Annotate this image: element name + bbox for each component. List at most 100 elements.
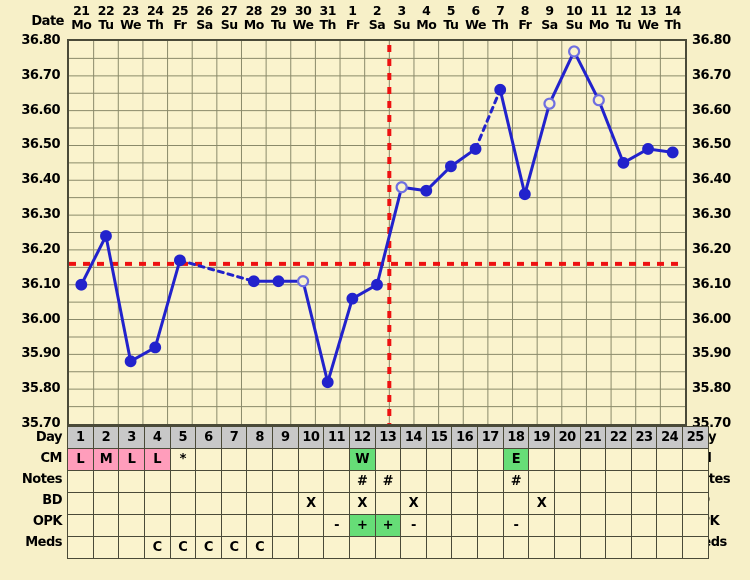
cell-meds[interactable] — [92, 536, 120, 559]
cell-cm[interactable] — [630, 448, 658, 471]
cell-notes[interactable] — [579, 470, 607, 493]
cell-notes[interactable]: # — [348, 470, 376, 493]
cell-bd[interactable] — [630, 492, 658, 515]
cell-cm[interactable] — [272, 448, 299, 471]
cell-cm[interactable] — [579, 448, 607, 471]
cell-opk[interactable] — [682, 514, 709, 537]
cell-bd[interactable] — [272, 492, 299, 515]
cell-opk[interactable] — [451, 514, 478, 537]
cell-cm[interactable]: L — [67, 448, 94, 471]
cell-cm[interactable] — [246, 448, 273, 471]
cell-bd[interactable] — [92, 492, 120, 515]
temperature-point[interactable] — [469, 143, 482, 155]
cell-opk[interactable]: - — [502, 514, 530, 537]
cell-opk[interactable]: + — [348, 514, 376, 537]
cell-day[interactable]: 24 — [656, 426, 683, 449]
cell-notes[interactable] — [323, 470, 350, 493]
cell-day[interactable]: 15 — [425, 426, 453, 449]
temperature-point[interactable] — [173, 254, 186, 267]
cell-meds[interactable] — [656, 536, 683, 559]
cell-opk[interactable] — [67, 514, 94, 537]
temperature-point[interactable] — [346, 292, 359, 305]
temperature-point[interactable] — [494, 83, 507, 96]
cell-meds[interactable] — [348, 536, 376, 559]
cell-meds[interactable] — [579, 536, 607, 559]
cell-opk[interactable] — [118, 514, 145, 537]
cell-opk[interactable] — [272, 514, 299, 537]
temperature-point[interactable] — [518, 188, 531, 201]
temperature-point[interactable] — [247, 275, 260, 288]
cell-opk[interactable]: - — [323, 514, 350, 537]
temperature-point[interactable] — [445, 160, 457, 173]
temperature-plot[interactable] — [67, 39, 687, 426]
cell-cm[interactable] — [605, 448, 632, 471]
cell-notes[interactable] — [400, 470, 427, 493]
temperature-point-open[interactable] — [568, 45, 581, 58]
cell-cm[interactable] — [323, 448, 350, 471]
cell-cm[interactable] — [195, 448, 222, 471]
cell-opk[interactable] — [630, 514, 658, 537]
cell-opk[interactable] — [528, 514, 555, 537]
cell-meds[interactable] — [451, 536, 478, 559]
cell-notes[interactable] — [425, 470, 453, 493]
cell-bd[interactable] — [323, 492, 350, 515]
cell-day[interactable]: 3 — [118, 426, 145, 449]
cell-meds[interactable] — [477, 536, 504, 559]
cell-opk[interactable] — [246, 514, 273, 537]
temperature-point-open[interactable] — [543, 97, 556, 110]
cell-day[interactable]: 2 — [92, 426, 120, 449]
cell-day[interactable]: 14 — [400, 426, 427, 449]
cell-meds[interactable] — [297, 536, 325, 559]
temperature-point[interactable] — [642, 143, 654, 155]
cell-bd[interactable] — [67, 492, 94, 515]
cell-day[interactable]: 21 — [579, 426, 607, 449]
cell-meds[interactable]: C — [195, 536, 222, 559]
temperature-point-open[interactable] — [296, 275, 310, 288]
cell-notes[interactable] — [451, 470, 478, 493]
cell-day[interactable]: 7 — [220, 426, 248, 449]
cell-meds[interactable] — [374, 536, 402, 559]
cell-notes[interactable] — [195, 470, 222, 493]
cell-day[interactable]: 6 — [195, 426, 222, 449]
cell-notes[interactable] — [118, 470, 145, 493]
cell-cm[interactable] — [297, 448, 325, 471]
temperature-point[interactable] — [617, 156, 630, 169]
cell-day[interactable]: 13 — [374, 426, 402, 449]
cell-meds[interactable] — [323, 536, 350, 559]
cell-notes[interactable] — [630, 470, 658, 493]
cell-bd[interactable] — [169, 492, 197, 515]
cell-meds[interactable] — [630, 536, 658, 559]
cell-bd[interactable] — [220, 492, 248, 515]
cell-notes[interactable] — [67, 470, 94, 493]
cell-cm[interactable] — [528, 448, 555, 471]
cell-notes[interactable] — [92, 470, 120, 493]
cell-bd[interactable] — [656, 492, 683, 515]
cell-day[interactable]: 1 — [67, 426, 94, 449]
temperature-point[interactable] — [100, 230, 112, 242]
cell-day[interactable]: 12 — [348, 426, 376, 449]
cell-bd[interactable] — [451, 492, 478, 515]
cell-cm[interactable] — [425, 448, 453, 471]
cell-opk[interactable] — [169, 514, 197, 537]
cell-meds[interactable]: C — [143, 536, 171, 559]
cell-meds[interactable] — [400, 536, 427, 559]
cell-notes[interactable] — [477, 470, 504, 493]
cell-opk[interactable] — [92, 514, 120, 537]
cell-opk[interactable] — [297, 514, 325, 537]
cell-bd[interactable] — [579, 492, 607, 515]
cell-day[interactable]: 8 — [246, 426, 273, 449]
cell-day[interactable]: 10 — [297, 426, 325, 449]
cell-meds[interactable]: C — [169, 536, 197, 559]
cell-cm[interactable] — [682, 448, 709, 471]
cell-day[interactable]: 19 — [528, 426, 555, 449]
cell-notes[interactable]: # — [374, 470, 402, 493]
cell-meds[interactable]: C — [246, 536, 273, 559]
cell-opk[interactable]: - — [400, 514, 427, 537]
cell-meds[interactable] — [118, 536, 145, 559]
cell-bd[interactable] — [143, 492, 171, 515]
cell-bd[interactable] — [374, 492, 402, 515]
cell-bd[interactable]: X — [528, 492, 555, 515]
cell-day[interactable]: 20 — [553, 426, 581, 449]
cell-cm[interactable] — [220, 448, 248, 471]
cell-notes[interactable] — [143, 470, 171, 493]
